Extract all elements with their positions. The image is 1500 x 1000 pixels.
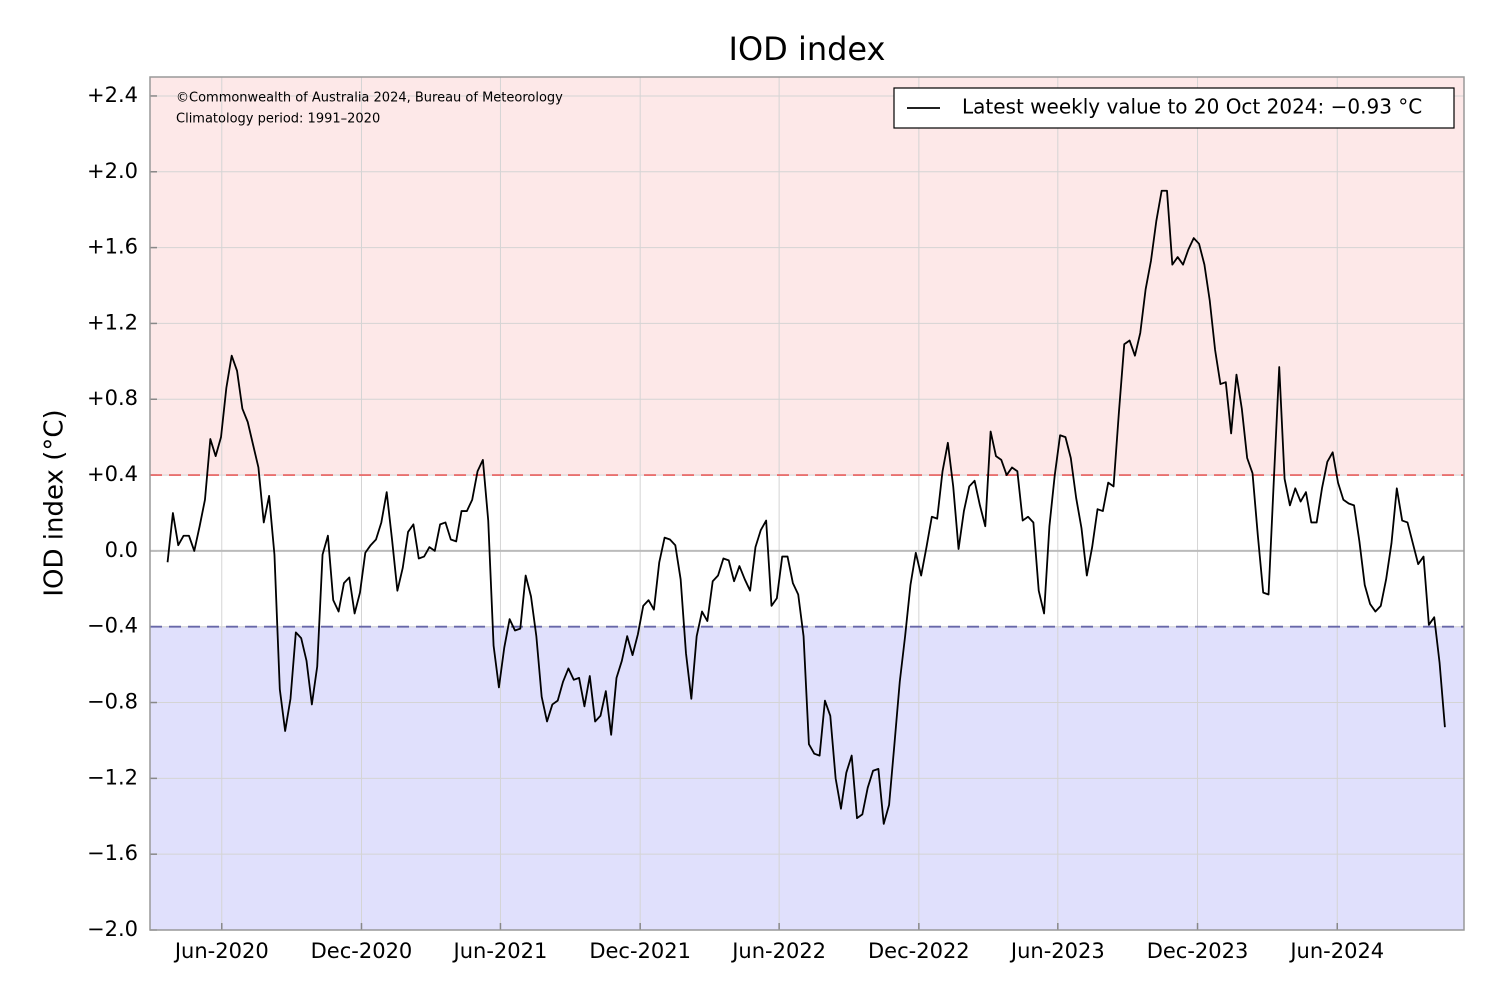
y-tick-label: +1.2 xyxy=(87,310,138,334)
x-tick-label: Dec-2020 xyxy=(311,939,413,963)
x-tick-label: Dec-2023 xyxy=(1147,939,1249,963)
y-tick-label: −0.4 xyxy=(87,614,138,638)
x-tick-label: Jun-2024 xyxy=(1288,939,1384,963)
x-tick-label: Jun-2022 xyxy=(730,939,826,963)
y-tick-label: +0.8 xyxy=(87,386,138,410)
y-tick-label: +2.0 xyxy=(87,159,138,183)
y-tick-label: +1.6 xyxy=(87,235,138,259)
y-tick-label: 0.0 xyxy=(105,538,138,562)
x-tick-label: Jun-2021 xyxy=(452,939,548,963)
x-tick-label: Jun-2020 xyxy=(173,939,269,963)
y-tick-label: −1.2 xyxy=(87,765,138,789)
legend-label: Latest weekly value to 20 Oct 2024: −0.9… xyxy=(962,95,1422,119)
plot-frame xyxy=(149,76,1465,931)
x-tick-label: Dec-2021 xyxy=(589,939,691,963)
x-tick-label: Dec-2022 xyxy=(868,939,970,963)
y-tick-label: −2.0 xyxy=(87,917,138,941)
y-tick-label: −0.8 xyxy=(87,690,138,714)
legend-box xyxy=(893,87,1455,129)
y-axis-label: IOD index (°C) xyxy=(40,409,70,596)
y-tick-label: −1.6 xyxy=(87,841,138,865)
data-line xyxy=(166,189,1446,825)
y-tick-label: +0.4 xyxy=(87,462,138,486)
chart-title: IOD index xyxy=(729,30,886,68)
annotation: Climatology period: 1991–2020 xyxy=(176,112,380,127)
y-tick-label: +2.4 xyxy=(87,83,138,107)
threshold-region xyxy=(150,77,1464,476)
x-tick-label: Jun-2023 xyxy=(1009,939,1105,963)
annotation: ©Commonwealth of Australia 2024, Bureau … xyxy=(176,91,563,106)
